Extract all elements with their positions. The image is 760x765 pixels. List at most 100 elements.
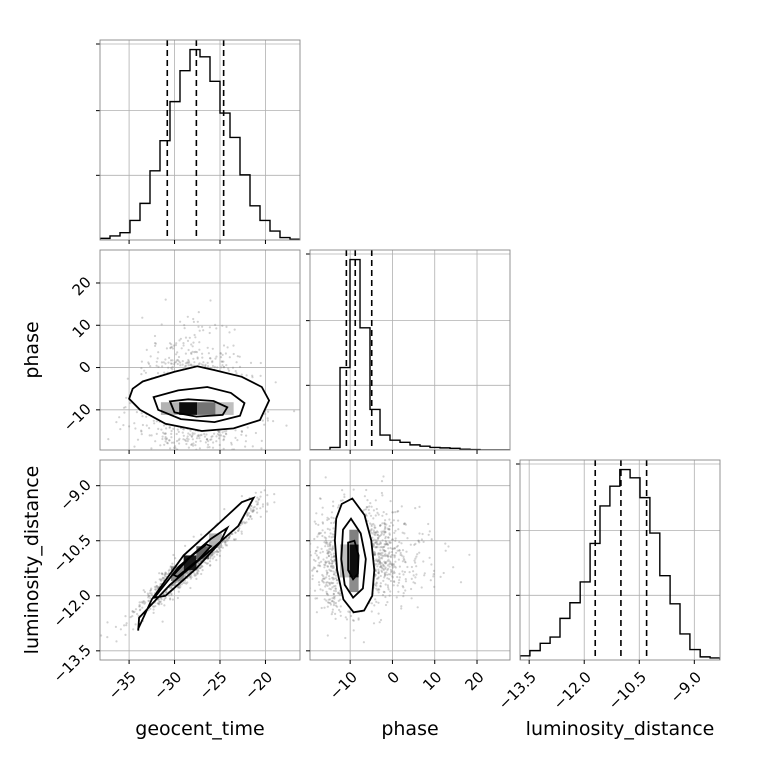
scatter-point (211, 347, 214, 350)
scatter-point (399, 553, 402, 557)
scatter-point (223, 430, 226, 433)
scatter-point (245, 434, 248, 437)
scatter-point (388, 528, 391, 531)
scatter-point (329, 598, 332, 601)
scatter-point (312, 558, 316, 561)
scatter-point (377, 558, 380, 561)
scatter-point (376, 538, 379, 541)
scatter-point (388, 528, 391, 531)
scatter-point (177, 585, 180, 588)
scatter-point (372, 509, 375, 512)
scatter-point (418, 551, 421, 554)
scatter-point (183, 573, 187, 577)
contour-fill (138, 497, 254, 631)
scatter-point (334, 584, 337, 588)
scatter-point (169, 346, 172, 349)
scatter-point (221, 360, 224, 363)
scatter-point (373, 553, 376, 556)
scatter-point (387, 547, 390, 550)
panel-geocent_time-phase: −10 0 10 20 (60, 249, 301, 455)
scatter-point (392, 580, 396, 583)
scatter-point (234, 436, 237, 439)
scatter-point (256, 496, 259, 499)
scatter-point (184, 352, 187, 355)
scatter-point (369, 502, 372, 505)
scatter-point (235, 372, 238, 375)
scatter-point (178, 586, 181, 590)
scatter-point (334, 587, 337, 591)
scatter-point (107, 438, 110, 441)
scatter-point (250, 509, 253, 512)
scatter-point (164, 298, 167, 301)
scatter-point (334, 604, 338, 607)
scatter-point (330, 600, 334, 603)
scatter-point (347, 610, 350, 613)
scatter-point (333, 558, 336, 561)
scatter-point (240, 530, 243, 533)
scatter-point (386, 601, 389, 604)
panel-luminosity_distance-hist: −13.5 −12.0 −10.5 −9.0 (495, 459, 721, 713)
scatter-point (177, 360, 180, 363)
scatter-point (161, 365, 164, 368)
scatter-point (220, 366, 223, 369)
scatter-point (158, 600, 162, 604)
scatter-point (321, 522, 325, 525)
scatter-point (157, 365, 160, 368)
scatter-point (140, 367, 143, 370)
scatter-point (192, 444, 195, 447)
scatter-point (357, 617, 360, 620)
scatter-point (135, 411, 138, 414)
scatter-point (326, 605, 329, 608)
scatter-point (236, 529, 240, 532)
scatter-point (326, 584, 329, 588)
scatter-point (186, 581, 189, 584)
scatter-point (326, 601, 330, 604)
scatter-point (323, 541, 326, 544)
scatter-point (375, 600, 378, 604)
scatter-point (391, 547, 394, 551)
scatter-point (142, 589, 145, 592)
scatter-point (159, 578, 162, 581)
scatter-point (400, 505, 403, 508)
scatter-point (175, 359, 178, 362)
scatter-point (222, 366, 226, 369)
scatter-point (211, 553, 214, 556)
scatter-point (264, 412, 267, 416)
scatter-point (401, 549, 405, 552)
scatter-point (172, 427, 175, 430)
scatter-point (177, 590, 180, 593)
scatter-point (158, 572, 161, 575)
scatter-point (395, 596, 398, 599)
scatter-point (308, 597, 310, 599)
scatter-point (414, 557, 417, 560)
scatter-point (332, 585, 335, 588)
scatter-point (164, 571, 167, 574)
scatter-point (398, 565, 401, 568)
scatter-point (389, 562, 392, 566)
scatter-point (374, 598, 377, 601)
scatter-point (152, 608, 155, 611)
scatter-point (144, 371, 147, 374)
scatter-point (219, 549, 222, 552)
scatter-point (302, 592, 304, 594)
scatter-point (175, 453, 177, 455)
scatter-point (131, 610, 134, 613)
scatter-point (141, 423, 144, 427)
scatter-point (167, 366, 170, 369)
scatter-point (378, 535, 381, 538)
scatter-point (317, 523, 320, 527)
scatter-point (216, 433, 219, 436)
scatter-point (217, 434, 221, 437)
scatter-point (410, 565, 413, 569)
scatter-point (231, 366, 235, 369)
scatter-point (249, 515, 252, 519)
scatter-point (218, 443, 221, 447)
scatter-point (221, 353, 224, 356)
scatter-point (401, 570, 404, 573)
scatter-point (147, 361, 150, 364)
scatter-point (158, 603, 161, 606)
scatter-point (222, 438, 225, 441)
scatter-point (375, 563, 378, 566)
scatter-point (164, 432, 167, 435)
scatter-point (385, 523, 388, 526)
